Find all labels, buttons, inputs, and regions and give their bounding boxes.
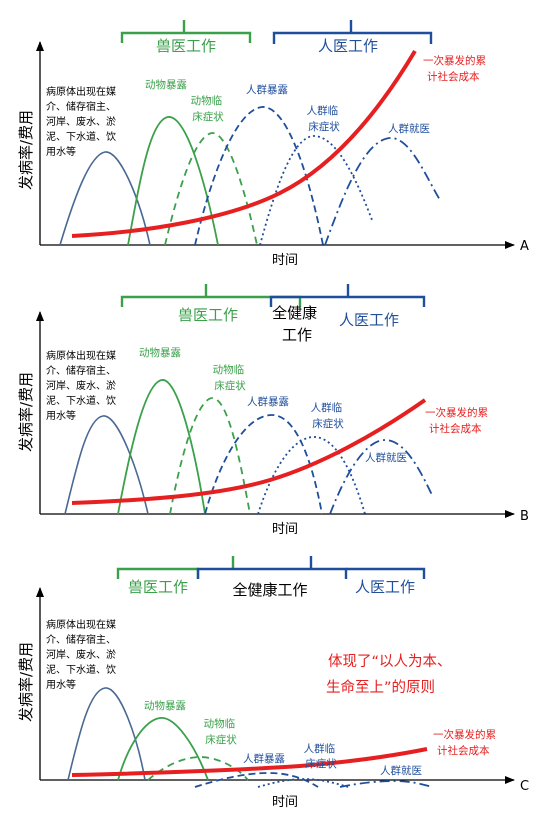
one-health-work-label: 全健康 工作 (272, 304, 322, 344)
one-health-bracket (196, 556, 348, 579)
animal-exposure-label: 动物暴露 (144, 699, 186, 712)
human-medical-curve (324, 137, 441, 246)
human-clinical-label: 人群临 床症状 (311, 401, 346, 430)
human-exposure-label: 人群暴露 (247, 395, 289, 408)
x-axis-label: 时间 (272, 522, 298, 537)
outbreak-cost-label: 一次暴发的累 计社会成本 (423, 54, 489, 83)
human-clinical-curve (259, 135, 373, 246)
vet-bracket (120, 284, 302, 307)
human-exposure-label: 人群暴露 (243, 752, 285, 765)
one-health-work-label: 全健康工作 (232, 581, 307, 599)
human-medical-curve (329, 439, 433, 515)
outbreak-cost-curve (71, 49, 417, 238)
panel-label: A (520, 239, 529, 254)
y-axis-label: 发病率/费用 (17, 110, 35, 190)
human-exposure-label: 人群暴露 (246, 83, 288, 96)
y-axis-label: 发病率/费用 (17, 372, 35, 452)
animal-clinical-label: 动物临 床症状 (213, 363, 248, 392)
human-work-label: 人医工作 (339, 311, 399, 329)
human-exposure-curve (194, 772, 319, 788)
outbreak-cost-curve (71, 747, 428, 777)
outbreak-cost-curve (71, 398, 427, 505)
animal-exposure-curve (117, 379, 206, 515)
vet-work-label: 兽医工作 (128, 578, 188, 596)
human-exposure-curve (204, 414, 323, 515)
panel-c: 兽医工作 全健康工作 人医工作 发病率/费用 时间 C 病原体出现在媒 介、储存… (17, 556, 529, 810)
pathogen-source-curve (67, 687, 146, 781)
animal-clinical-curve (169, 397, 251, 515)
x-axis-label: 时间 (272, 253, 298, 268)
human-clinical-label: 人群临 床症状 (307, 104, 342, 133)
animal-exposure-curve (127, 116, 219, 246)
source-note: 病原体出现在媒 介、储存宿主、 河岸、废水、淤 泥、下水道、饮 用水等 (46, 85, 119, 158)
panel-b: 兽医工作 人医工作 全健康 工作 发病率/费用 时间 B 病原体出现在媒 介、储… (17, 284, 529, 537)
panel-label: C (520, 779, 529, 794)
x-axis-label: 时间 (272, 795, 298, 810)
human-medical-label: 人群就医 (365, 451, 407, 464)
animal-clinical-label: 动物临 床症状 (204, 717, 239, 746)
source-note: 病原体出现在媒 介、储存宿主、 河岸、废水、淤 泥、下水道、饮 用水等 (46, 349, 119, 422)
animal-clinical-label: 动物临 床症状 (191, 94, 226, 123)
human-medical-label: 人群就医 (380, 764, 422, 777)
vet-bracket (120, 20, 252, 43)
outbreak-cost-label: 一次暴发的累 计社会成本 (425, 406, 491, 435)
panel-a: 兽医工作 人医工作 发病率/费用 时间 A 病原体出现在媒 介、储存宿主、 河岸… (17, 20, 529, 268)
vet-bracket (116, 556, 235, 579)
animal-exposure-label: 动物暴露 (145, 78, 187, 91)
vet-work-label: 兽医工作 (156, 37, 216, 55)
outbreak-cost-label: 一次暴发的累 计社会成本 (433, 728, 499, 757)
animal-exposure-label: 动物暴露 (139, 346, 181, 359)
source-note: 病原体出现在媒 介、储存宿主、 河岸、废水、淤 泥、下水道、饮 用水等 (46, 618, 119, 691)
human-bracket (269, 284, 426, 307)
principle-statement: 体现了“以人为本、 生命至上”的原则 (326, 653, 456, 696)
human-work-label: 人医工作 (318, 37, 378, 55)
human-work-label: 人医工作 (355, 578, 415, 596)
vet-work-label: 兽医工作 (178, 306, 238, 324)
y-axis-label: 发病率/费用 (17, 642, 35, 722)
animal-exposure-curve (117, 717, 209, 781)
human-medical-label: 人群就医 (388, 122, 430, 135)
pathogen-source-curve (59, 151, 151, 246)
animal-clinical-curve (164, 132, 258, 246)
panel-label: B (520, 509, 529, 524)
human-medical-curve (339, 780, 433, 788)
human-bracket (272, 20, 433, 44)
human-bracket (346, 567, 426, 579)
pathogen-source-curve (64, 415, 149, 515)
human-clinical-label: 人群临 床症状 (304, 742, 339, 770)
human-exposure-curve (194, 106, 324, 246)
